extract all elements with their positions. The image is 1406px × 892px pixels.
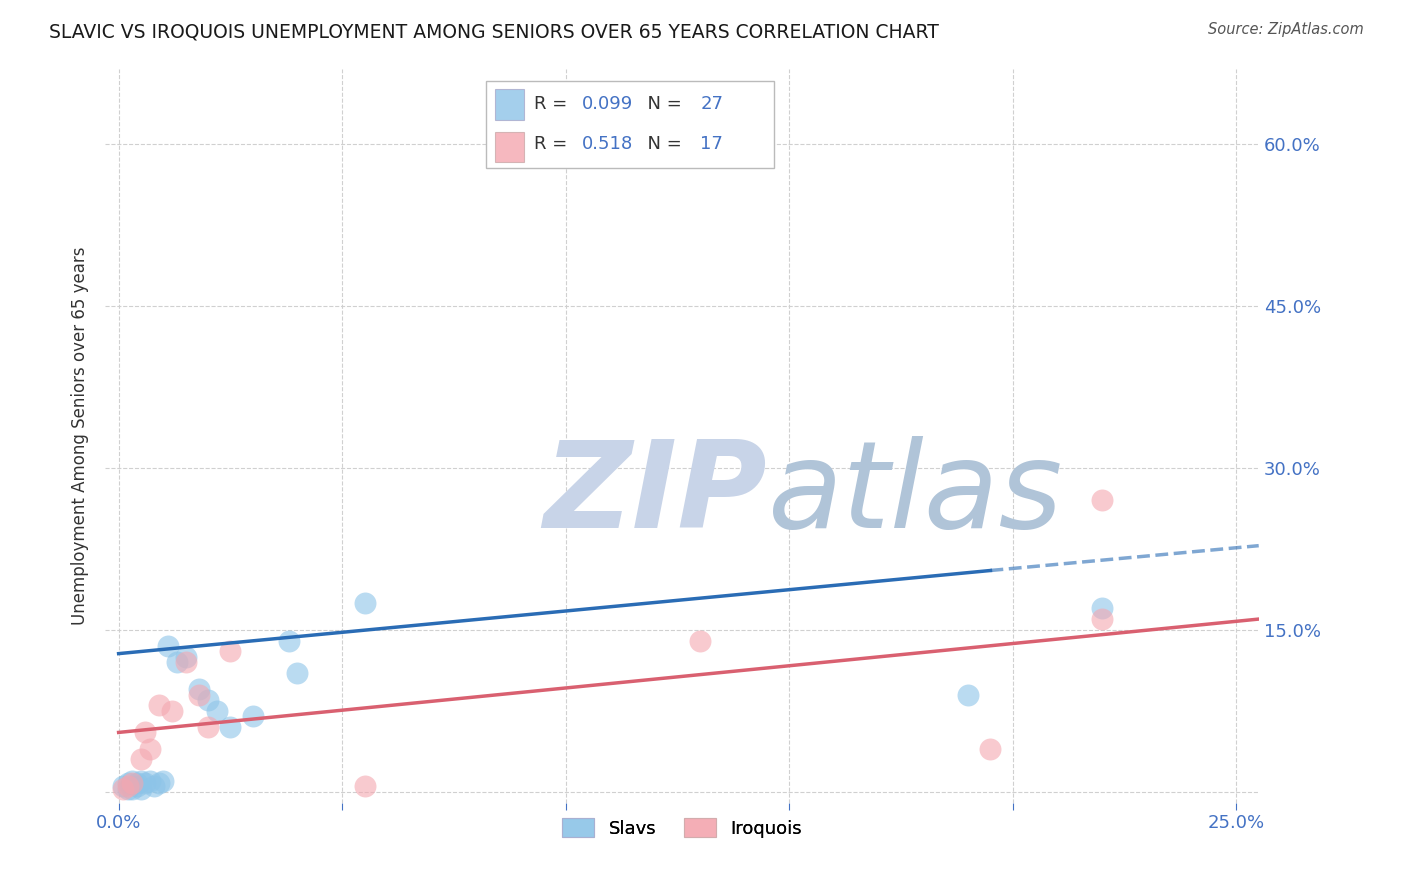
Text: N =: N = (636, 136, 688, 153)
Point (1091, 612, 1114, 626)
Point (188, 688, 211, 702)
Point (277, 633, 299, 648)
Text: 27: 27 (700, 95, 724, 113)
Text: atlas: atlas (769, 436, 1064, 553)
Point (353, 780, 375, 794)
Text: ZIP: ZIP (544, 436, 768, 553)
Point (1091, 601, 1114, 615)
Point (121, 781, 143, 796)
Point (689, 633, 711, 648)
Point (125, 780, 148, 794)
Point (121, 776, 143, 790)
Point (117, 776, 139, 790)
Legend: Slavs, Iroquois: Slavs, Iroquois (554, 811, 810, 845)
Text: Source: ZipAtlas.com: Source: ZipAtlas.com (1208, 22, 1364, 37)
Point (112, 781, 135, 796)
Point (1091, 493, 1114, 508)
Point (197, 693, 219, 707)
Point (166, 655, 188, 669)
Text: R =: R = (534, 136, 574, 153)
Point (125, 776, 148, 790)
Point (129, 752, 152, 766)
Text: 0.518: 0.518 (582, 136, 633, 153)
Point (148, 776, 170, 790)
Point (129, 774, 152, 789)
Point (188, 682, 211, 697)
Point (152, 774, 174, 789)
Point (287, 666, 309, 681)
Point (121, 774, 143, 789)
Point (174, 649, 197, 664)
Point (139, 774, 162, 789)
FancyBboxPatch shape (486, 81, 775, 168)
Point (174, 655, 197, 669)
Point (205, 704, 228, 718)
Point (134, 776, 156, 790)
Point (219, 720, 242, 734)
Point (129, 781, 152, 796)
Point (112, 780, 135, 794)
Point (979, 741, 1001, 756)
Point (353, 596, 375, 610)
Point (134, 725, 156, 739)
Text: 17: 17 (700, 136, 723, 153)
Point (242, 709, 264, 723)
Point (139, 741, 162, 756)
Point (219, 644, 242, 658)
Point (117, 780, 139, 794)
Point (156, 639, 179, 653)
Text: SLAVIC VS IROQUOIS UNEMPLOYMENT AMONG SENIORS OVER 65 YEARS CORRELATION CHART: SLAVIC VS IROQUOIS UNEMPLOYMENT AMONG SE… (49, 22, 939, 41)
Text: N =: N = (636, 95, 688, 113)
Text: R =: R = (534, 95, 574, 113)
Point (162, 704, 184, 718)
FancyBboxPatch shape (495, 132, 524, 162)
Point (148, 698, 170, 713)
Point (197, 720, 219, 734)
Point (117, 781, 139, 796)
Point (143, 780, 166, 794)
FancyBboxPatch shape (495, 89, 524, 120)
Point (957, 688, 980, 702)
Text: 0.099: 0.099 (582, 95, 633, 113)
Y-axis label: Unemployment Among Seniors over 65 years: Unemployment Among Seniors over 65 years (72, 246, 89, 624)
